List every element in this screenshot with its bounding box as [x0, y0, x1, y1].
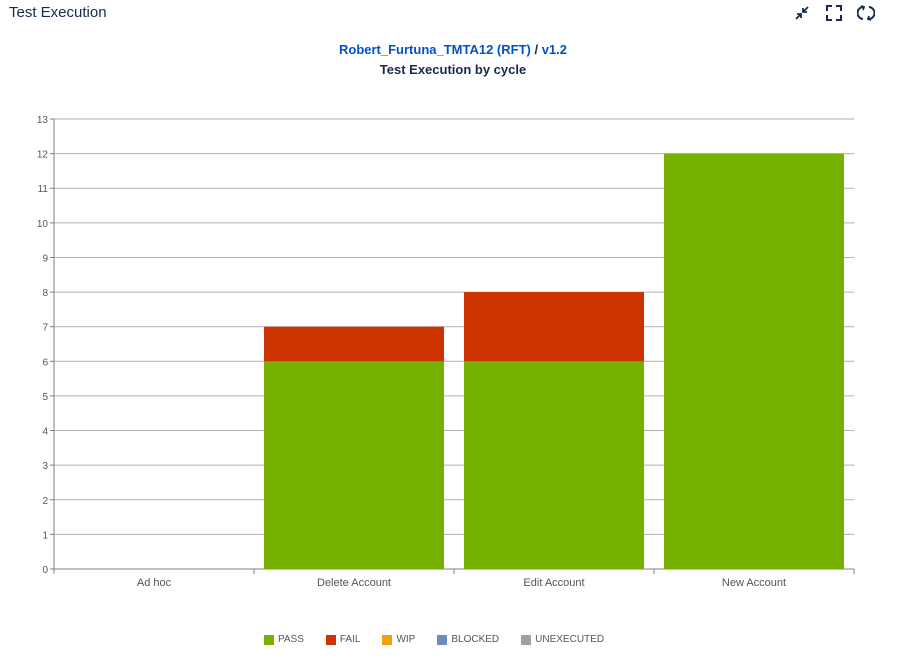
legend-item-blocked[interactable]: BLOCKED: [437, 634, 499, 645]
y-tick-label: 5: [42, 392, 48, 403]
legend-swatch: [382, 634, 393, 645]
legend-swatch: [437, 634, 448, 645]
y-tick-label: 4: [42, 427, 48, 438]
project-link[interactable]: Robert_Furtuna_TMTA12 (RFT): [338, 42, 531, 57]
chart-legend: PASS FAIL WIP BLOCKED UNEXECUTED: [0, 634, 800, 645]
y-tick-label: 2: [42, 496, 48, 507]
y-tick-label: 13: [37, 115, 49, 126]
legend-item-fail[interactable]: FAIL: [325, 634, 361, 645]
chart-title: Test Execution by cycle: [379, 62, 527, 77]
bar-pass: [664, 153, 844, 569]
chart-heading: Robert_Furtuna_TMTA12 (RFT) / v1.2 Test …: [0, 40, 906, 80]
fullscreen-icon[interactable]: [824, 3, 844, 23]
legend-swatch: [521, 634, 532, 645]
y-tick-label: 10: [37, 219, 49, 230]
legend-item-wip[interactable]: WIP: [382, 634, 415, 645]
legend-label: FAIL: [339, 634, 361, 645]
x-tick-label: Edit Account: [523, 577, 584, 589]
legend-item-pass[interactable]: PASS: [263, 634, 304, 645]
x-tick-label: New Account: [722, 577, 786, 589]
legend-label: UNEXECUTED: [535, 634, 605, 645]
bar-pass: [464, 361, 644, 569]
legend-label: PASS: [277, 634, 304, 645]
legend-swatch: [263, 634, 274, 645]
version-label: v1.2: [541, 42, 568, 57]
y-tick-label: 7: [42, 323, 48, 334]
bar-fail: [464, 292, 644, 362]
bar-fail: [264, 326, 444, 362]
y-tick-label: 9: [42, 253, 48, 264]
x-tick-label: Ad hoc: [137, 577, 172, 589]
y-tick-label: 12: [37, 150, 49, 161]
project-version-line: Robert_Furtuna_TMTA12 (RFT) / v1.2: [0, 40, 906, 60]
legend-label: BLOCKED: [451, 634, 500, 645]
bar-pass: [264, 361, 444, 569]
refresh-icon[interactable]: [856, 3, 876, 23]
legend-item-unexecuted[interactable]: UNEXECUTED: [521, 634, 604, 645]
y-tick-label: 0: [42, 565, 48, 576]
y-tick-label: 3: [42, 461, 48, 472]
y-tick-label: 6: [42, 357, 48, 368]
path-separator: /: [530, 42, 542, 57]
collapse-icon[interactable]: [792, 3, 812, 23]
panel-title: Test Execution: [9, 4, 107, 21]
legend-swatch: [325, 634, 336, 645]
y-tick-label: 11: [38, 184, 49, 195]
x-tick-label: Delete Account: [317, 577, 391, 589]
panel-toolbar: [792, 3, 876, 23]
y-tick-label: 8: [42, 288, 48, 299]
legend-label: WIP: [396, 634, 416, 645]
y-tick-label: 1: [42, 530, 48, 541]
